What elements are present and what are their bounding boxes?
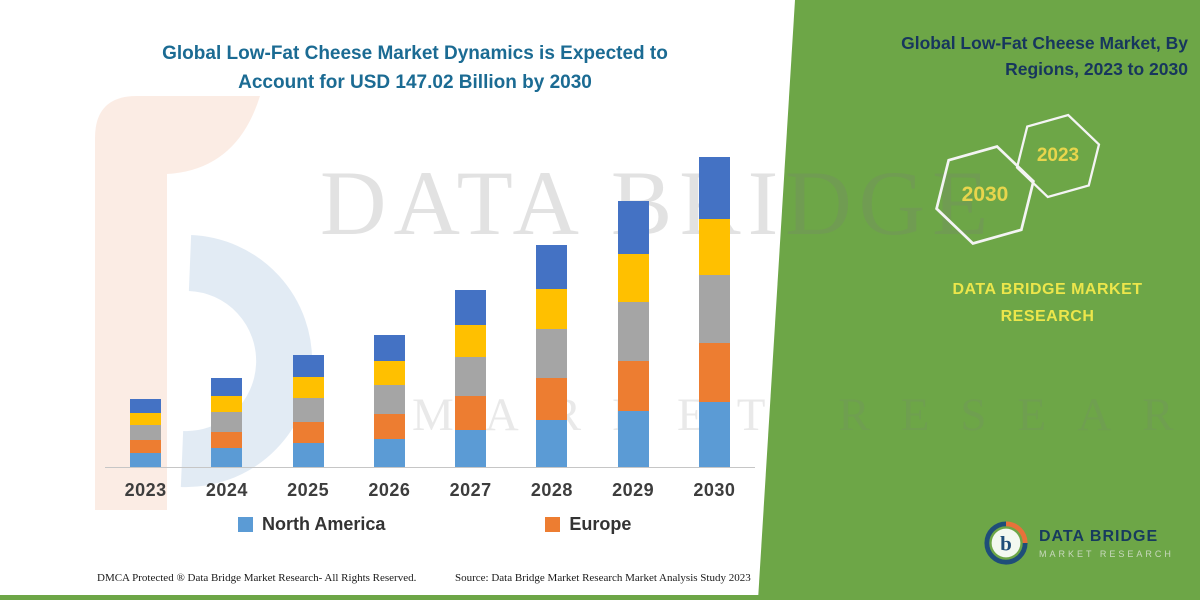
legend-swatch — [238, 517, 253, 532]
stacked-bar — [130, 399, 162, 467]
bar-column-2026: 2026 — [349, 130, 430, 500]
chart-title-line1: Global Low-Fat Cheese Market Dynamics is… — [162, 43, 668, 64]
stacked-bar — [211, 378, 243, 467]
chart-title: Global Low-Fat Cheese Market Dynamics is… — [120, 40, 710, 97]
bar-segment — [455, 289, 487, 326]
logo-sub-text: MARKET RESEARCH — [1039, 548, 1174, 559]
bottom-green-border — [0, 595, 1200, 600]
bar-segment — [292, 422, 324, 444]
legend: North America Europe — [238, 514, 631, 535]
hexagon-2023: 2023 — [1014, 112, 1102, 200]
bar-segment — [617, 411, 649, 467]
bar-segment — [130, 424, 162, 440]
bar-segment — [292, 354, 324, 378]
bar-segment — [211, 448, 243, 467]
legend-item: North America — [238, 514, 385, 535]
bar-column-2027: 2027 — [430, 130, 511, 500]
x-axis-label: 2023 — [124, 480, 167, 500]
x-axis-label: 2029 — [612, 480, 655, 500]
bar-segment — [292, 377, 324, 398]
bar-segment — [536, 245, 568, 290]
bar-segment — [698, 401, 730, 467]
bar-column-2025: 2025 — [268, 130, 349, 500]
brand-name-panel: DATA BRIDGE MARKET RESEARCH — [925, 276, 1170, 330]
hexagon-outline-icon — [1015, 113, 1101, 199]
bar-column-2024: 2024 — [186, 130, 267, 500]
hexagon-2030: 2030 — [933, 143, 1037, 247]
hexagon-year-back: 2023 — [1036, 145, 1080, 166]
plot-area: 2023 2024 2025 2026 2027 2028 2029 2030 — [105, 130, 755, 500]
bar-segment — [698, 275, 730, 344]
bar-segment — [698, 343, 730, 402]
bar-chart: 2023 2024 2025 2026 2027 2028 2029 2030 — [105, 130, 755, 500]
legend-item: Europe — [545, 514, 631, 535]
bar-segment — [373, 439, 405, 467]
bar-column-2028: 2028 — [511, 130, 592, 500]
stacked-bar — [617, 200, 649, 467]
bar-segment — [536, 329, 568, 379]
legend-label: North America — [262, 514, 386, 534]
bar-segment — [455, 325, 487, 358]
bar-segment — [617, 360, 649, 412]
brand-line1: DATA BRIDGE MARKET — [952, 281, 1143, 298]
chart-title-line2: Account for USD 147.02 Billion by 2030 — [238, 71, 592, 93]
panel-title: Global Low-Fat Cheese Market, By Regions… — [901, 33, 1188, 80]
source-note: Source: Data Bridge Market Research Mark… — [455, 572, 751, 584]
bar-segment — [698, 219, 730, 276]
stacked-bar — [698, 157, 730, 467]
bar-column-2030: 2030 — [674, 130, 755, 500]
x-axis-label: 2028 — [530, 480, 573, 500]
bar-segment — [211, 378, 243, 397]
bar-segment — [455, 396, 487, 430]
bar-segment — [536, 378, 568, 421]
stacked-bar — [536, 245, 568, 467]
bar-segment — [130, 399, 162, 413]
company-logo: b DATA BRIDGE MARKET RESEARCH — [983, 520, 1174, 566]
hexagon-year-front: 2030 — [961, 183, 1009, 206]
watermark-text-line1: DATA BRIDGE — [320, 152, 996, 254]
svg-text:b: b — [1000, 532, 1012, 556]
bar-segment — [130, 412, 162, 425]
bar-segment — [698, 157, 730, 220]
x-axis-label: 2025 — [287, 480, 330, 500]
bar-column-2023: 2023 — [105, 130, 186, 500]
bar-segment — [292, 397, 324, 423]
logo-brand-text: DATA BRIDGE — [1039, 527, 1159, 545]
legend-label: Europe — [569, 514, 632, 534]
bar-segment — [130, 452, 162, 467]
stacked-bar — [292, 354, 324, 467]
bar-segment — [373, 414, 405, 440]
bar-segment — [292, 443, 324, 467]
x-axis-label: 2026 — [368, 480, 411, 500]
x-axis-label: 2027 — [449, 480, 492, 500]
bar-segment — [617, 302, 649, 361]
bar-segment — [536, 289, 568, 330]
bar-segment — [617, 200, 649, 255]
hexagon-outline-icon — [935, 145, 1035, 245]
bar-segment — [211, 396, 243, 413]
bar-segment — [455, 357, 487, 397]
bar-segment — [211, 412, 243, 432]
bar-segment — [373, 385, 405, 415]
stacked-bar — [373, 334, 405, 467]
bar-column-2029: 2029 — [593, 130, 674, 500]
x-axis-label: 2024 — [205, 480, 248, 500]
x-axis-label: 2030 — [693, 480, 736, 500]
bar-segment — [130, 439, 162, 453]
bar-segment — [373, 334, 405, 362]
bar-segment — [211, 431, 243, 449]
bar-segment — [373, 361, 405, 386]
bar-segment — [617, 254, 649, 303]
dmca-notice: DMCA Protected ® Data Bridge Market Rese… — [97, 572, 417, 584]
stacked-bar — [455, 289, 487, 467]
bar-segment — [536, 420, 568, 467]
bar-segment — [455, 429, 487, 467]
company-logo-icon: b — [984, 521, 1028, 565]
brand-line2: RESEARCH — [1000, 308, 1095, 326]
legend-swatch — [545, 517, 561, 532]
